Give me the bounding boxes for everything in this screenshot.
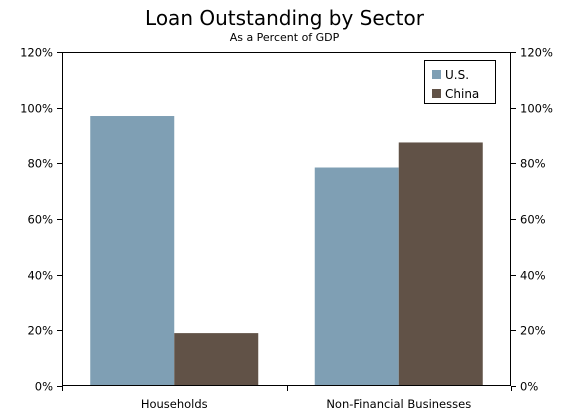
bar-china-non-financial-businesses (398, 142, 483, 386)
right-tick-label: 100% (520, 102, 553, 116)
bar-china-households (174, 333, 259, 386)
left-tick-label: 120% (20, 46, 53, 60)
right-tick-label: 60% (520, 213, 546, 227)
bars-layer (90, 116, 483, 387)
legend: U.S. China (424, 60, 496, 104)
right-tick-label: 0% (520, 380, 538, 394)
right-tick-label: 80% (520, 157, 546, 171)
legend-label-u-s: U.S. (445, 68, 469, 82)
right-tick-label: 120% (520, 46, 553, 60)
right-tick-label: 20% (520, 324, 546, 338)
bar-u-s-households (90, 116, 175, 387)
right-y-axis: 0% 20% 40% 60% 80% 100% 120% (511, 46, 553, 394)
legend-label-china: China (445, 87, 479, 101)
legend-swatch-u-s (432, 70, 441, 79)
chart-subtitle: As a Percent of GDP (229, 31, 340, 44)
chart-title: Loan Outstanding by Sector (145, 6, 424, 30)
left-tick-label: 80% (27, 157, 53, 171)
left-tick-label: 60% (27, 213, 53, 227)
plot-frame (62, 52, 511, 386)
left-tick-label: 40% (27, 269, 53, 283)
x-axis: Households Non-Financial Businesses (62, 386, 512, 411)
left-tick-label: 20% (27, 324, 53, 338)
left-tick-label: 100% (20, 102, 53, 116)
legend-swatch-china (432, 89, 441, 98)
category-label-non-financial-businesses: Non-Financial Businesses (326, 397, 471, 411)
right-tick-label: 40% (520, 269, 546, 283)
bar-u-s-non-financial-businesses (314, 167, 399, 386)
left-y-axis: 0% 20% 40% 60% 80% 100% 120% (20, 46, 62, 394)
left-tick-label: 0% (35, 380, 53, 394)
category-label-households: Households (141, 397, 208, 411)
